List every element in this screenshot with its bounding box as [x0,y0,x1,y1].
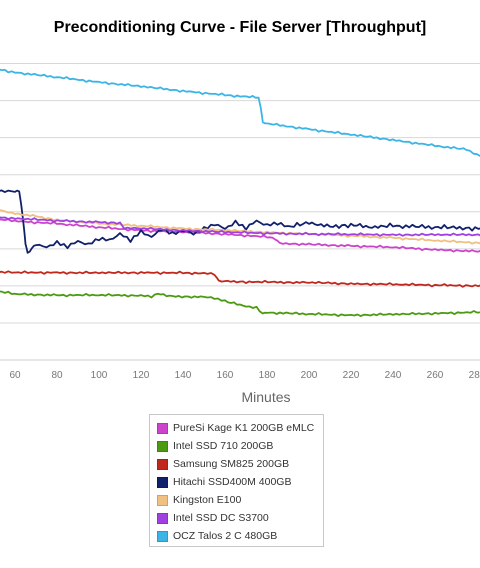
legend-swatch [157,458,168,470]
x-tick-label: 200 [301,370,318,381]
gridlines [0,63,480,361]
legend-item: OCZ Talos 2 C 480GB [150,527,323,545]
x-tick-label: 180 [259,370,276,381]
series-line [0,218,480,253]
legend-label: PureSi Kage K1 200GB eMLC [173,422,315,434]
legend-swatch [157,494,168,506]
series-line [0,290,480,317]
series-lines [0,68,480,317]
x-tick-label: 240 [385,370,402,381]
legend-swatch [157,530,168,542]
x-tick-label: 120 [133,370,150,381]
x-tick-label: 100 [91,370,108,381]
x-axis: 60 80 100 120 140 160 180 200 220 240 260 280 [9,370,480,381]
chart-title: Preconditioning Curve - File Server [Thr… [53,19,427,36]
legend-item: Hitachi SSD400M 400GB [150,473,323,491]
legend-label: Kingston E100 [173,494,242,506]
legend-label: Intel SSD DC S3700 [173,512,269,524]
legend-item: Samsung SM825 200GB [150,455,323,473]
x-tick-label: 220 [343,370,360,381]
legend-label: Samsung SM825 200GB [173,458,290,470]
legend-swatch [157,512,168,524]
legend-swatch [157,440,168,452]
legend-swatch [157,422,168,434]
x-tick-label: 60 [9,370,21,381]
x-tick-label: 140 [175,370,192,381]
legend-item: Intel SSD DC S3700 [150,509,323,527]
chart-legend: PureSi Kage K1 200GB eMLC Intel SSD 710 2… [149,414,324,547]
x-tick-label: 160 [217,370,234,381]
legend-label: Hitachi SSD400M 400GB [173,476,292,488]
x-tick-label: 260 [427,370,444,381]
x-tick-label: 280 [469,370,480,381]
series-line [0,68,480,157]
x-axis-label: Minutes [241,389,290,405]
legend-swatch [157,476,168,488]
legend-label: Intel SSD 710 200GB [173,440,274,452]
series-line [0,189,480,254]
series-line [0,216,480,237]
legend-item: Kingston E100 [150,491,323,509]
legend-label: OCZ Talos 2 C 480GB [173,530,278,542]
series-line [0,270,480,288]
legend-item: Intel SSD 710 200GB [150,437,323,455]
x-tick-label: 80 [51,370,63,381]
legend-item: PureSi Kage K1 200GB eMLC [150,419,323,437]
